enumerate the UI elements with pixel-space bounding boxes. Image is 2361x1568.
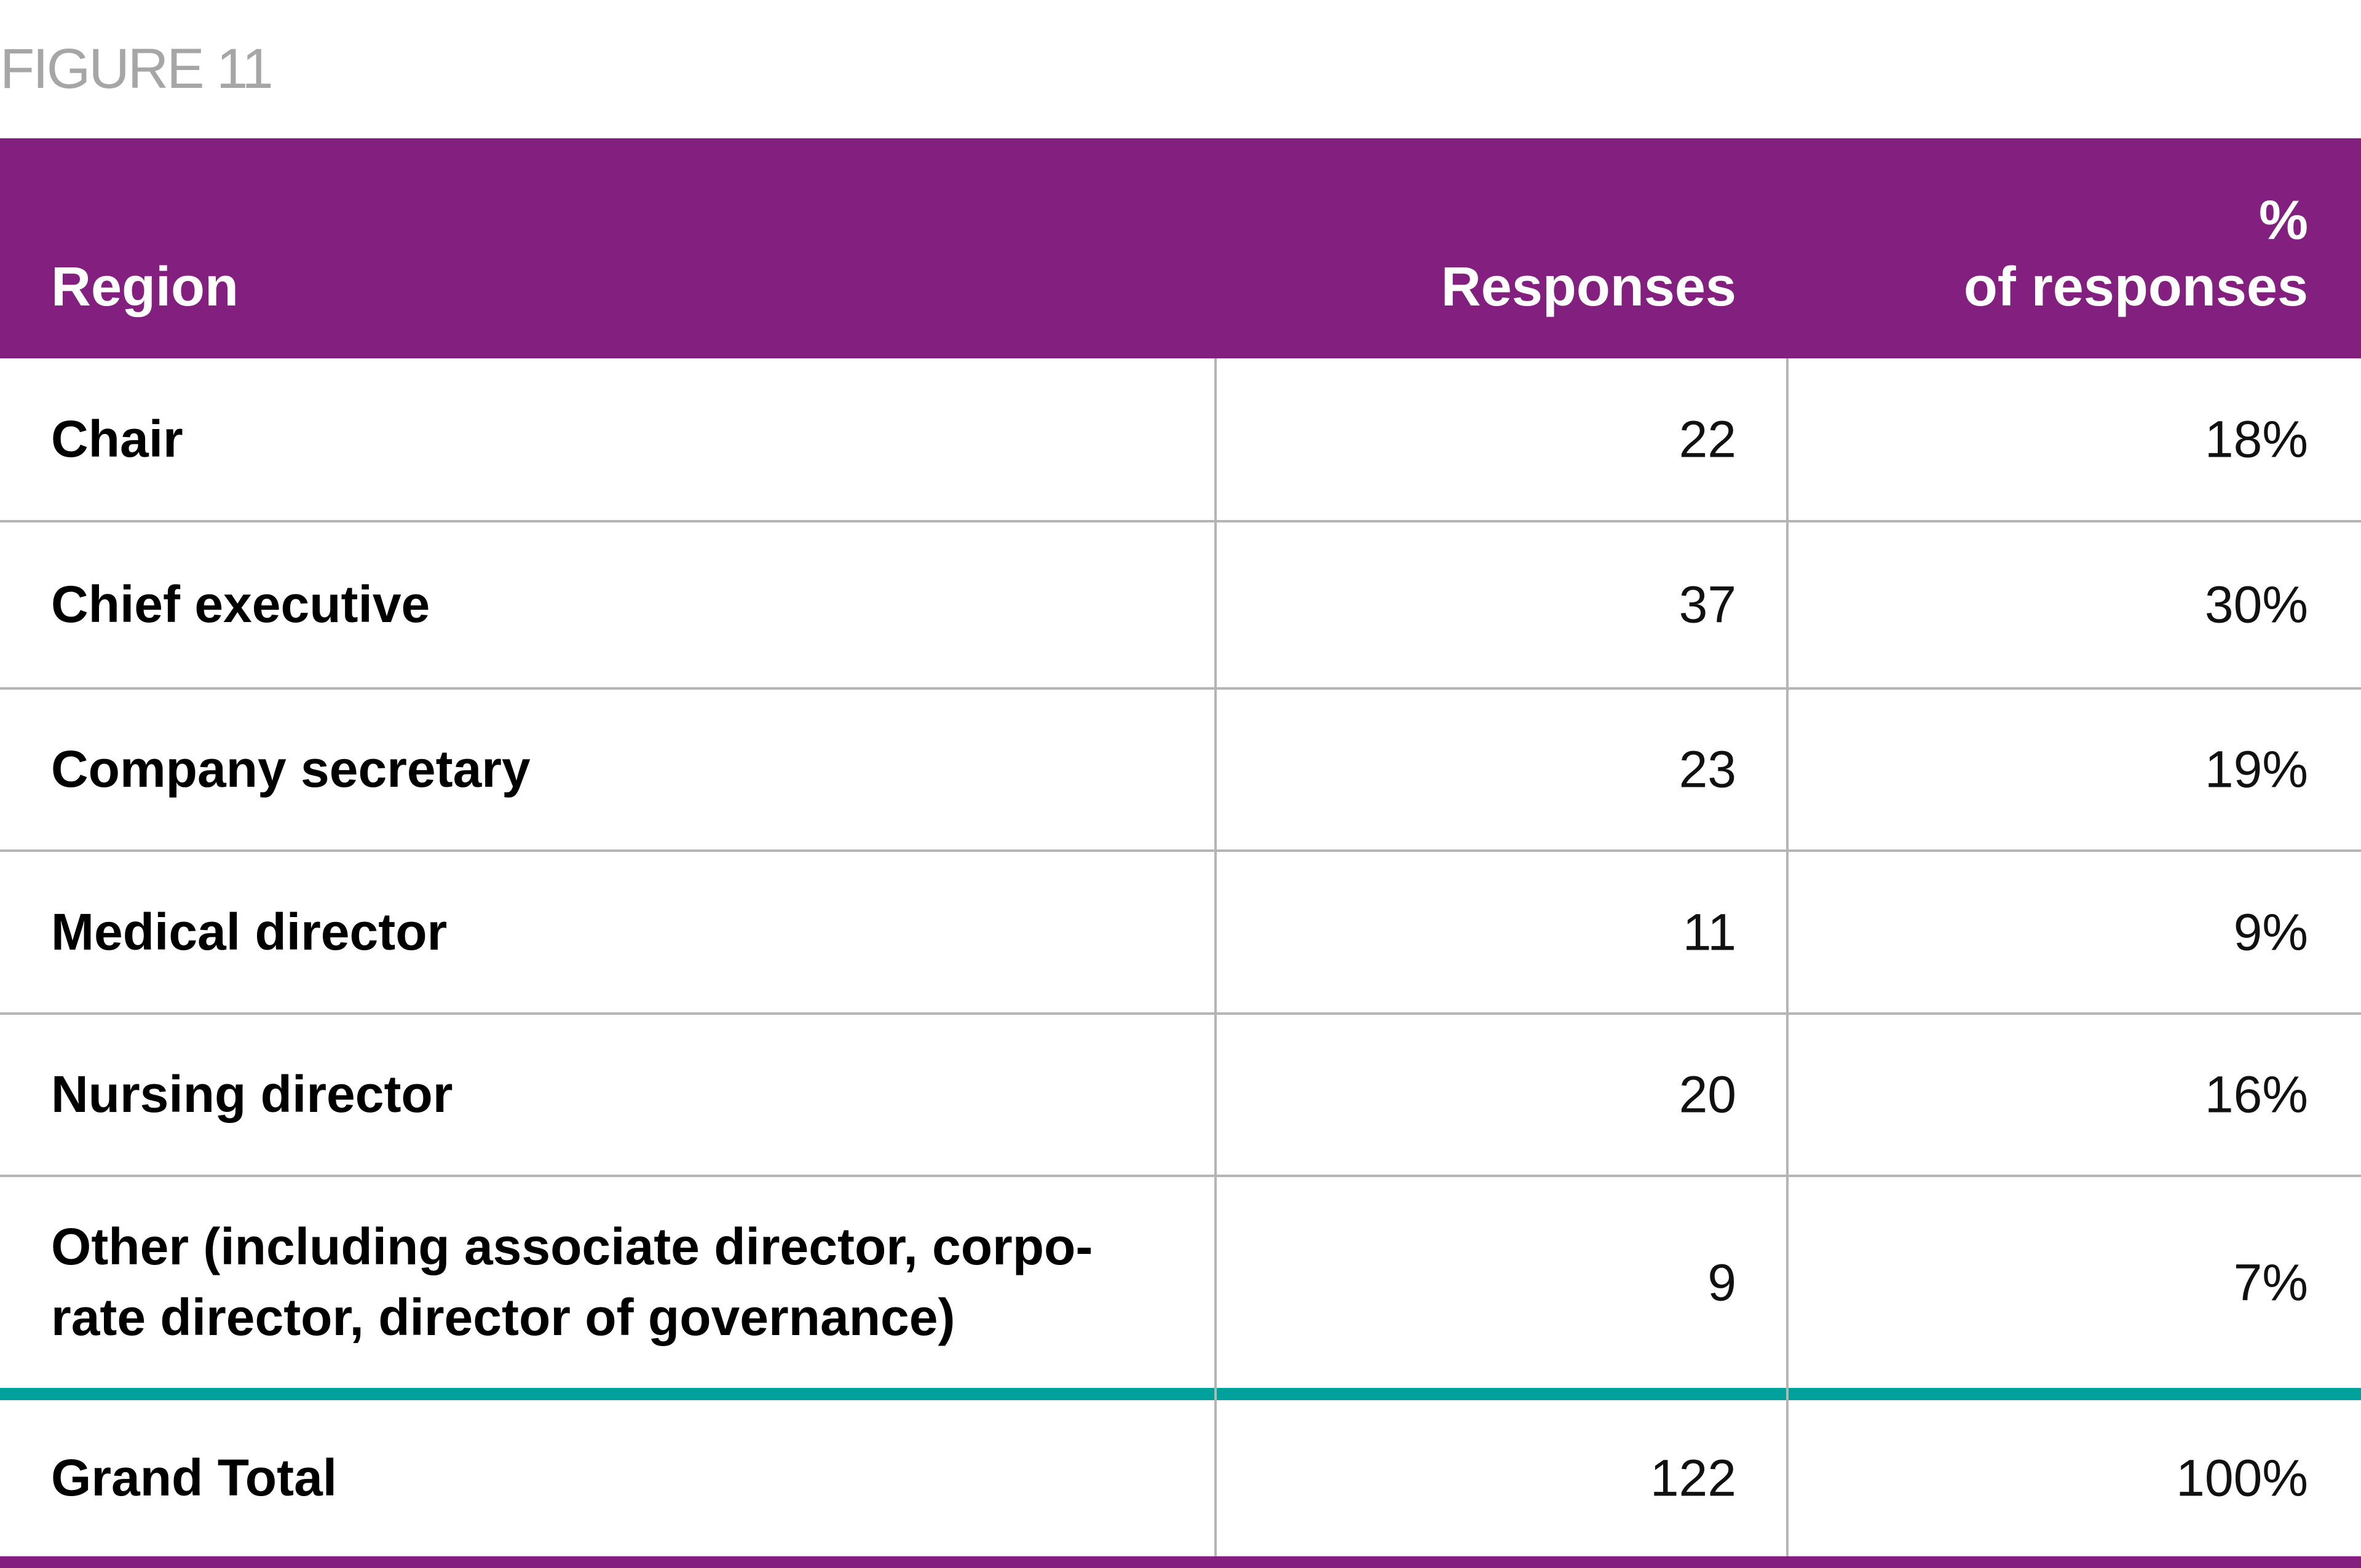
table-row: Chair 22 18% (0, 358, 2361, 522)
total-label: Grand Total (51, 1449, 338, 1507)
total-row: Grand Total 122 100% (0, 1400, 2361, 1556)
row-percent: 7% (2233, 1253, 2308, 1311)
total-percent: 100% (2176, 1449, 2308, 1507)
row-responses: 9 (1707, 1253, 1736, 1311)
row-label: Company secretary (51, 740, 531, 798)
row-percent: 16% (2204, 1065, 2308, 1124)
total-divider (0, 1388, 2361, 1400)
header-percent-symbol: % (2258, 190, 2308, 251)
row-label-line: Other (including associate director, cor… (51, 1217, 1093, 1275)
row-label-line: rate director, director of governance) (51, 1288, 955, 1347)
row-label: Medical director (51, 902, 448, 961)
table-row: Medical director 11 9% (0, 852, 2361, 1015)
column-divider (1786, 358, 1789, 1556)
row-responses: 23 (1679, 740, 1736, 798)
table-row: Nursing director 20 16% (0, 1015, 2361, 1177)
total-responses: 122 (1650, 1449, 1736, 1507)
table-row: Other (including associate director, cor… (0, 1177, 2361, 1388)
figure-title: FIGURE 11 (0, 37, 274, 100)
row-percent: 9% (2233, 903, 2308, 961)
header-responses: Responses (1441, 256, 1736, 318)
column-divider (1214, 358, 1217, 1556)
row-responses: 22 (1679, 410, 1736, 468)
row-label: Nursing director (51, 1065, 453, 1124)
row-percent: 30% (2204, 575, 2308, 634)
table-row: Company secretary 23 19% (0, 690, 2361, 852)
table-header: Region Responses % of responses (0, 138, 2361, 358)
row-responses: 37 (1679, 575, 1736, 634)
row-label: Chief executive (51, 575, 430, 634)
row-label: Chair (51, 409, 183, 468)
header-percent-label: of responses (1963, 256, 2308, 318)
header-region: Region (51, 256, 239, 318)
row-percent: 19% (2204, 740, 2308, 798)
row-responses: 20 (1679, 1065, 1736, 1124)
header-percent: % of responses (1964, 187, 2308, 320)
row-label: Other (including associate director, cor… (51, 1211, 1158, 1354)
row-responses: 11 (1682, 903, 1736, 961)
table-row: Chief executive 37 30% (0, 522, 2361, 690)
row-percent: 18% (2204, 410, 2308, 468)
bottom-rule (0, 1556, 2361, 1568)
